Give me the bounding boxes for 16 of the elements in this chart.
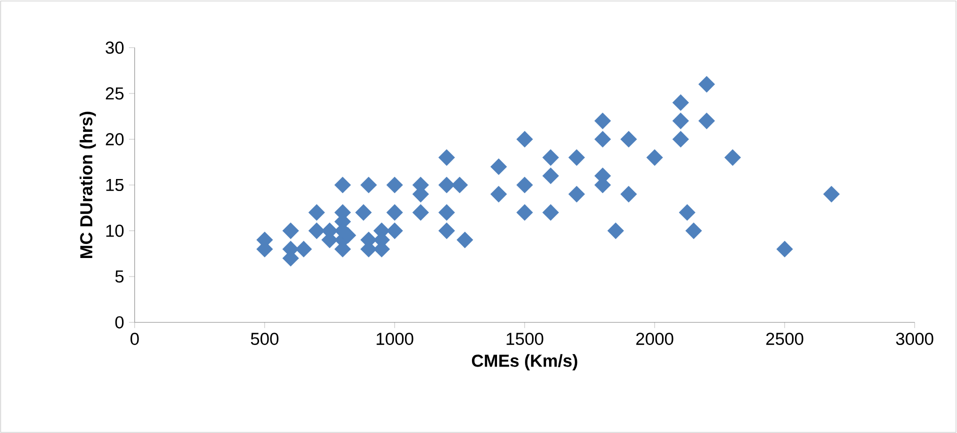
y-tick-label: 15 xyxy=(106,178,124,192)
x-tick-label: 2500 xyxy=(766,332,804,346)
x-tick-label: 1500 xyxy=(506,332,544,346)
y-tick-label: 25 xyxy=(106,87,124,100)
x-axis-title: CMEs (Km/s) xyxy=(472,354,578,370)
x-tick-label: 500 xyxy=(250,332,278,346)
x-tick-label: 1000 xyxy=(376,332,414,346)
y-axis-title: MC DUration (hrs) xyxy=(80,112,96,258)
x-tick-label: 2000 xyxy=(636,332,674,346)
y-tick-label: 10 xyxy=(106,224,124,237)
y-tick-label: 5 xyxy=(115,270,124,283)
y-tick-label: 30 xyxy=(106,42,124,54)
y-tick-label: 0 xyxy=(115,316,124,328)
x-tick-label: 3000 xyxy=(896,332,934,346)
y-tick-label: 20 xyxy=(106,133,124,146)
x-tick-label: 0 xyxy=(130,332,139,346)
